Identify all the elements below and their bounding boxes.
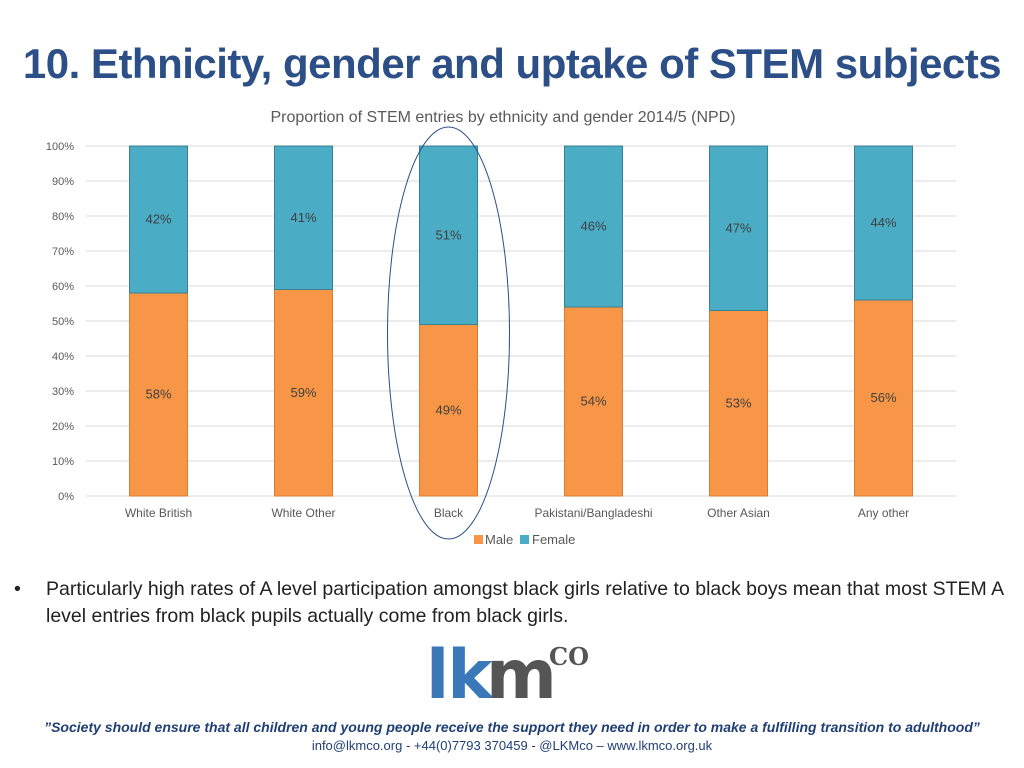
legend-swatch-female	[520, 535, 529, 544]
bullet-point: • Particularly high rates of A level par…	[14, 576, 1004, 630]
stacked-bar-chart: Proportion of STEM entries by ethnicity …	[46, 109, 956, 547]
bar-male	[419, 324, 478, 496]
y-tick-label: 80%	[52, 211, 74, 223]
bar-female	[854, 145, 913, 301]
x-tick-label: Pakistani/Bangladeshi	[534, 506, 652, 520]
bar-male	[709, 310, 768, 496]
logo-lk: lk	[426, 636, 493, 715]
logo-co: CO	[549, 642, 590, 671]
bar-male	[854, 300, 913, 496]
highlight-ellipse	[387, 126, 510, 540]
y-tick-label: 10%	[52, 456, 74, 468]
bar-female	[564, 145, 623, 308]
y-tick-label: 40%	[52, 351, 74, 363]
data-label: 47%	[725, 220, 751, 235]
x-tick-label: White Other	[271, 506, 335, 520]
data-label: 42%	[145, 212, 171, 227]
data-label: 58%	[145, 387, 171, 402]
bar-female	[709, 145, 768, 311]
data-label: 59%	[290, 385, 316, 400]
y-tick-label: 90%	[52, 176, 74, 188]
data-label: 49%	[435, 402, 461, 417]
legend-label-female: Female	[532, 532, 575, 547]
y-tick-label: 20%	[52, 421, 74, 433]
y-tick-label: 100%	[46, 141, 74, 153]
legend-swatch-male	[474, 535, 483, 544]
x-tick-label: Any other	[858, 506, 909, 520]
footer-contact: info@lkmco.org - +44(0)7793 370459 - @LK…	[311, 738, 713, 753]
y-tick-label: 0%	[58, 491, 74, 503]
data-label: 54%	[580, 394, 606, 409]
y-tick-label: 70%	[52, 246, 74, 258]
bar-male	[564, 307, 623, 496]
data-label: 56%	[870, 390, 896, 405]
data-label: 46%	[580, 219, 606, 234]
y-tick-label: 60%	[52, 281, 74, 293]
x-tick-label: White British	[125, 506, 192, 520]
footer-quote: ”Society should ensure that all children…	[44, 719, 980, 735]
legend-label-male: Male	[485, 532, 513, 547]
bar-male	[274, 289, 333, 496]
bar-male	[129, 293, 188, 496]
bar-female	[274, 145, 333, 290]
logo-m: m	[486, 636, 557, 715]
slide-title: 10. Ethnicity, gender and uptake of STEM…	[22, 40, 1002, 87]
bar-female	[419, 145, 478, 325]
data-label: 44%	[870, 215, 896, 230]
bar-female	[129, 145, 188, 294]
lkmco-logo: lk m CO	[426, 640, 596, 712]
x-tick-label: Other Asian	[707, 506, 770, 520]
chart-title: Proportion of STEM entries by ethnicity …	[270, 109, 735, 126]
x-tick-label: Black	[434, 506, 464, 520]
bullet-text: Particularly high rates of A level parti…	[46, 578, 1004, 627]
bullet-marker: •	[14, 578, 21, 600]
data-label: 53%	[725, 395, 751, 410]
y-tick-label: 30%	[52, 386, 74, 398]
data-label: 41%	[290, 210, 316, 225]
data-label: 51%	[435, 227, 461, 242]
y-tick-label: 50%	[52, 316, 74, 328]
